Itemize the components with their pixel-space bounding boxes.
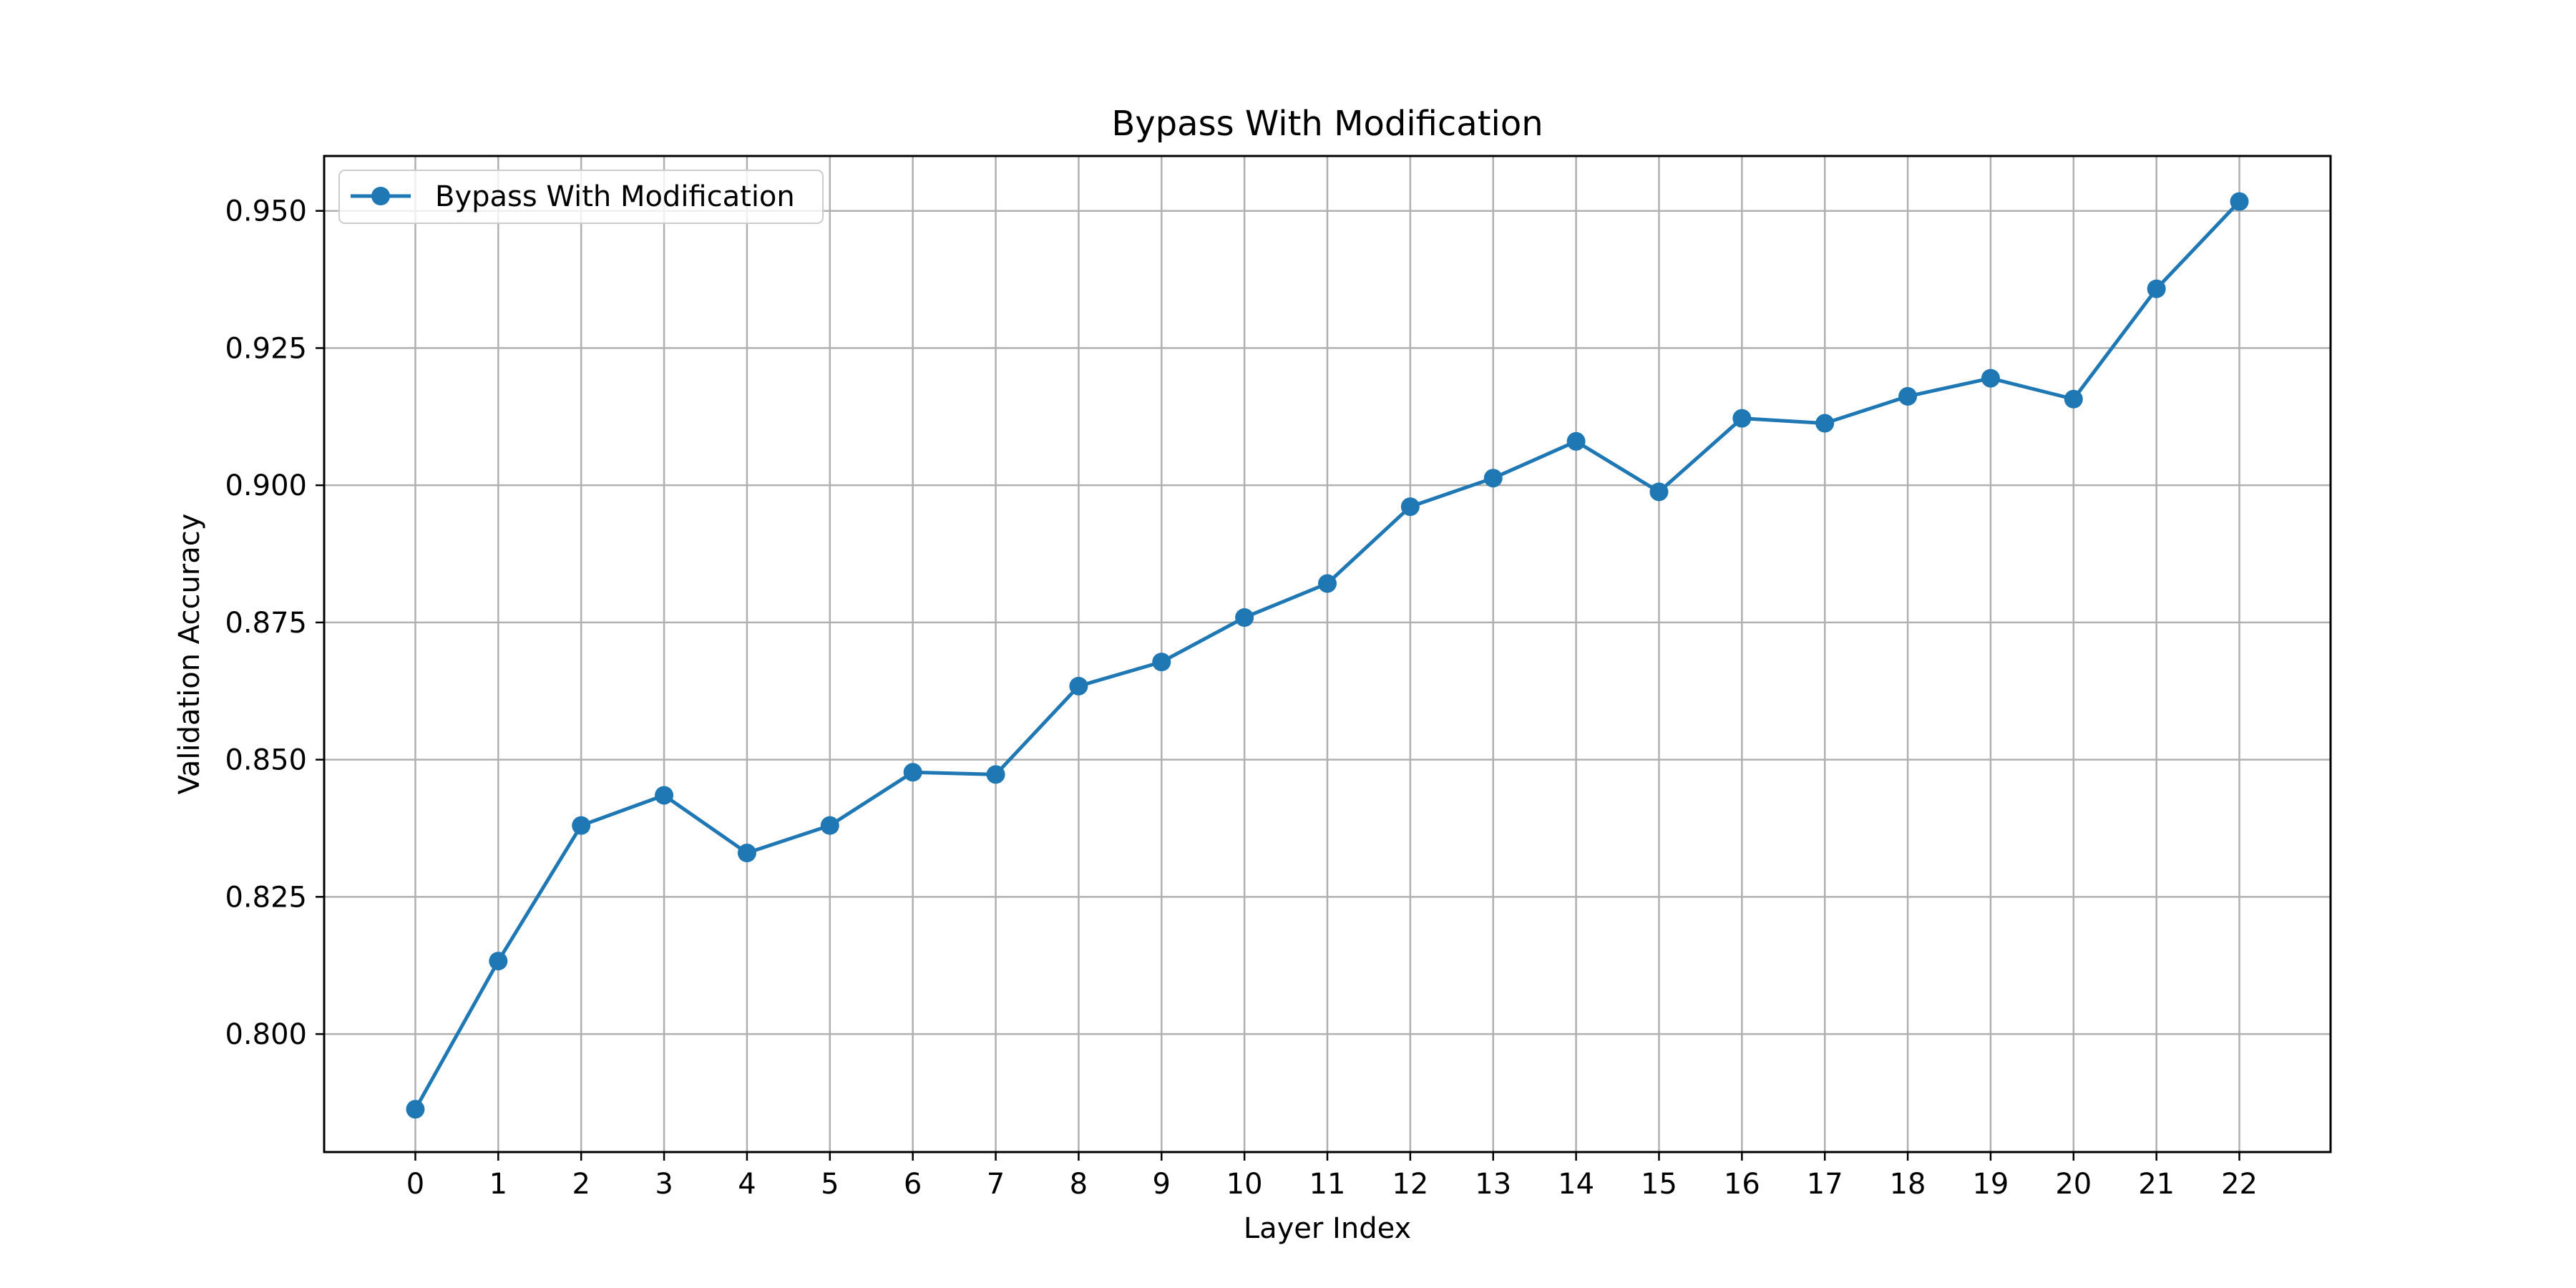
x-tick-label: 14 [1558, 1168, 1594, 1201]
legend: Bypass With Modification [338, 170, 824, 224]
y-tick-label: 0.950 [225, 195, 307, 228]
data-point [406, 1100, 425, 1119]
data-point [1981, 369, 2000, 388]
data-point [489, 952, 508, 971]
data-point [1152, 653, 1171, 672]
y-axis-label: Validation Accuracy [173, 514, 206, 795]
data-point [2147, 279, 2166, 298]
data-point [1566, 431, 1586, 451]
data-point [1898, 386, 1918, 406]
series-line-layer [406, 192, 2249, 1119]
x-tick-label: 6 [904, 1168, 922, 1201]
data-point [1400, 497, 1420, 517]
y-axis-ticks: 0.800 0.825 0.850 0.875 0.900 0.925 0.950 [225, 195, 324, 1051]
x-tick-label: 12 [1392, 1168, 1428, 1201]
data-point [572, 816, 591, 835]
legend-box [338, 170, 824, 224]
data-point [1483, 469, 1503, 488]
x-tick-label: 9 [1153, 1168, 1171, 1201]
x-axis-label: Layer Index [1244, 1212, 1411, 1245]
data-point [2064, 389, 2083, 409]
x-tick-label: 20 [2055, 1168, 2092, 1201]
data-point [1732, 409, 1752, 428]
legend-marker-swatch [371, 187, 390, 205]
x-tick-label: 13 [1475, 1168, 1511, 1201]
x-tick-label: 2 [572, 1168, 590, 1201]
x-axis-ticks: 0 1 2 3 4 5 6 7 8 9 10 11 12 13 14 15 16 17 18 19 20 21 22 [406, 1152, 2258, 1201]
y-tick-label: 0.800 [225, 1018, 307, 1051]
data-point [1235, 608, 1254, 627]
x-tick-label: 22 [2221, 1168, 2258, 1201]
y-tick-label: 0.900 [225, 469, 307, 502]
x-tick-label: 11 [1309, 1168, 1346, 1201]
y-tick-label: 0.850 [225, 744, 307, 777]
x-tick-label: 3 [655, 1168, 673, 1201]
data-point [1649, 482, 1669, 502]
data-point [1815, 414, 1835, 433]
x-tick-label: 0 [406, 1168, 424, 1201]
legend-label: Bypass With Modification [435, 180, 795, 213]
y-tick-label: 0.925 [225, 332, 307, 365]
x-tick-label: 16 [1724, 1168, 1760, 1201]
x-tick-label: 19 [1972, 1168, 2009, 1201]
x-tick-label: 10 [1226, 1168, 1263, 1201]
x-tick-label: 15 [1641, 1168, 1677, 1201]
x-tick-label: 18 [1890, 1168, 1926, 1201]
data-point [737, 844, 756, 863]
data-point [903, 763, 922, 782]
x-tick-label: 4 [738, 1168, 756, 1201]
data-point [2230, 192, 2249, 211]
x-tick-label: 17 [1807, 1168, 1843, 1201]
x-tick-label: 7 [987, 1168, 1005, 1201]
y-tick-label: 0.875 [225, 607, 307, 640]
data-point [986, 765, 1005, 784]
x-tick-label: 1 [489, 1168, 507, 1201]
x-tick-label: 5 [821, 1168, 839, 1201]
data-point [655, 786, 674, 805]
chart-title: Bypass With Modification [1111, 104, 1543, 144]
x-tick-label: 21 [2138, 1168, 2175, 1201]
y-tick-label: 0.825 [225, 881, 307, 914]
data-point [820, 816, 839, 835]
x-tick-label: 8 [1070, 1168, 1088, 1201]
data-point [1069, 676, 1088, 696]
data-point [1318, 574, 1337, 593]
